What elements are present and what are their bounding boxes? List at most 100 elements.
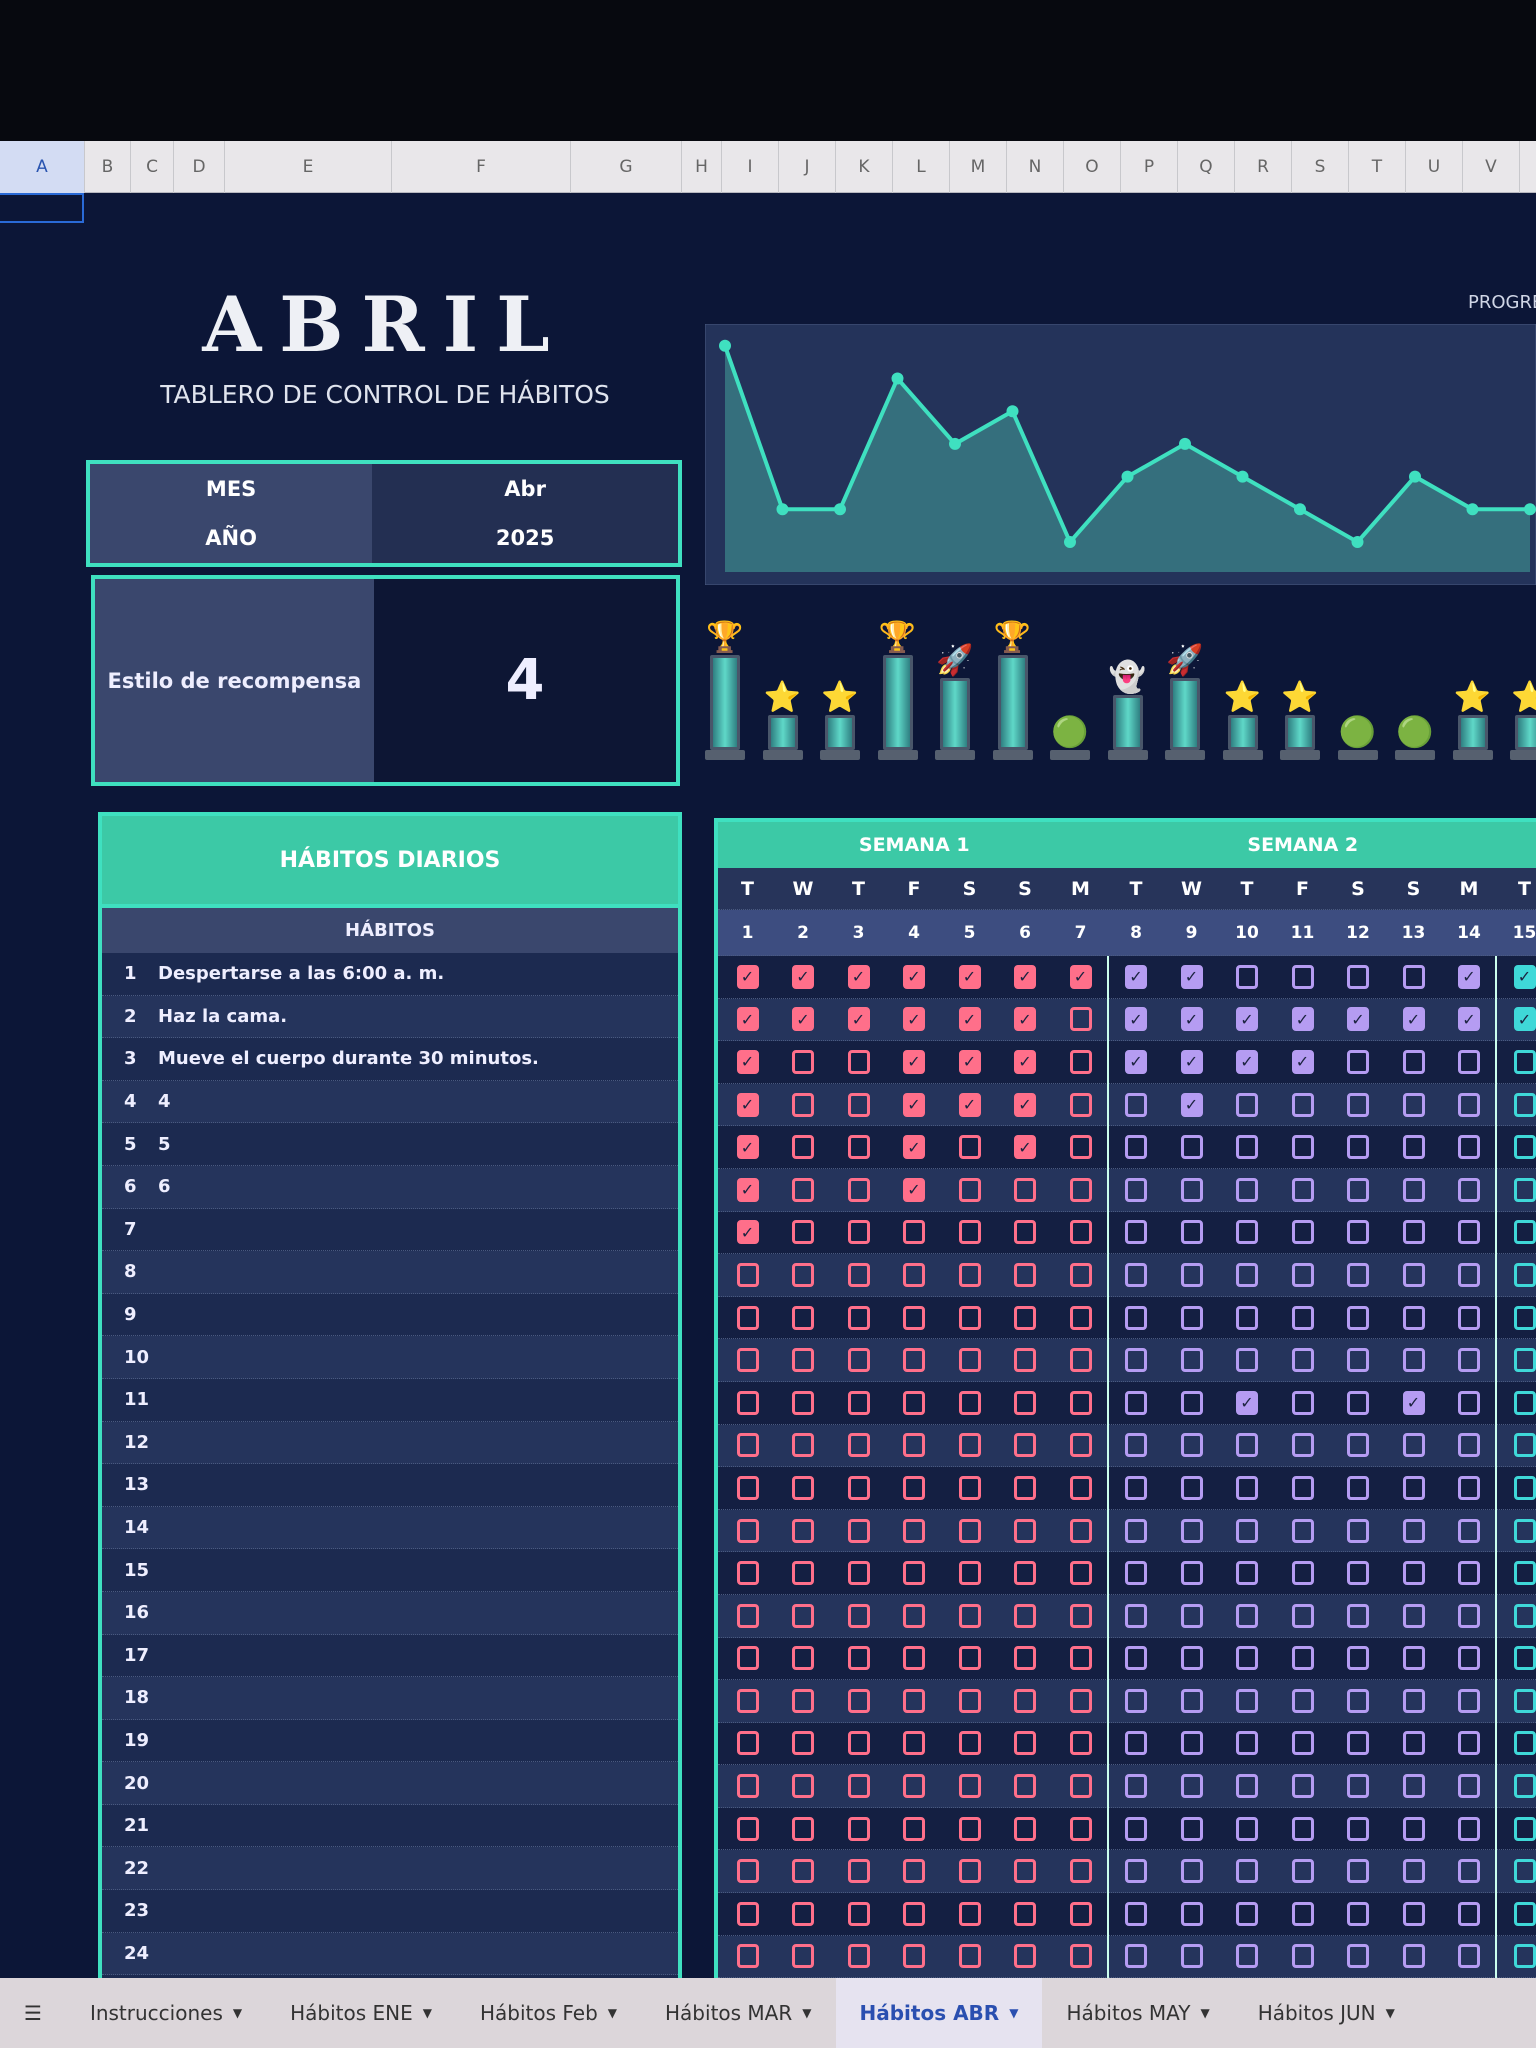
checkbox-unchecked[interactable] [1014, 1731, 1036, 1756]
checkbox-unchecked[interactable] [1014, 1348, 1036, 1373]
habit-row[interactable]: 8 [102, 1251, 678, 1294]
checkbox-unchecked[interactable] [1513, 1944, 1536, 1969]
checkbox-unchecked[interactable] [958, 1859, 981, 1884]
column-header-l[interactable]: L [893, 141, 950, 193]
column-header-o[interactable]: O [1064, 141, 1121, 193]
column-header-g[interactable]: G [571, 141, 682, 193]
checkbox-unchecked[interactable] [1291, 1731, 1314, 1756]
checkbox-unchecked[interactable] [1347, 1433, 1369, 1458]
habit-name[interactable]: 6 [158, 1176, 171, 1198]
column-header-h[interactable]: H [682, 141, 722, 193]
checkbox-unchecked[interactable] [1125, 1859, 1147, 1884]
checkbox-checked[interactable]: ✓ [736, 1007, 759, 1032]
checkbox-unchecked[interactable] [1125, 1390, 1147, 1415]
checkbox-unchecked[interactable] [1180, 1901, 1203, 1926]
checkbox-unchecked[interactable] [1180, 1561, 1203, 1586]
checkbox-unchecked[interactable] [1513, 1092, 1536, 1117]
checkbox-unchecked[interactable] [1125, 1262, 1147, 1287]
checkbox-unchecked[interactable] [958, 1561, 981, 1586]
checkbox-unchecked[interactable] [1458, 1305, 1480, 1330]
checkbox-checked[interactable]: ✓ [1125, 1007, 1147, 1032]
checkbox-unchecked[interactable] [1069, 1305, 1092, 1330]
column-header-k[interactable]: K [836, 141, 893, 193]
checkbox-unchecked[interactable] [903, 1944, 925, 1969]
checkbox-checked[interactable]: ✓ [1513, 964, 1536, 989]
checkbox-unchecked[interactable] [1402, 964, 1425, 989]
checkbox-unchecked[interactable] [1458, 1774, 1480, 1799]
checkbox-unchecked[interactable] [1291, 1561, 1314, 1586]
checkbox-unchecked[interactable] [1458, 1731, 1480, 1756]
checkbox-unchecked[interactable] [958, 1518, 981, 1543]
checkbox-unchecked[interactable] [792, 1688, 814, 1713]
checkbox-unchecked[interactable] [1069, 1816, 1092, 1841]
checkbox-unchecked[interactable] [1014, 1901, 1036, 1926]
anio-value[interactable]: 2025 [372, 513, 678, 563]
checkbox-checked[interactable]: ✓ [736, 1049, 759, 1074]
checkbox-unchecked[interactable] [1402, 1177, 1425, 1202]
habit-row[interactable]: 15 [102, 1549, 678, 1592]
checkbox-unchecked[interactable] [1069, 1262, 1092, 1287]
checkbox-unchecked[interactable] [1236, 1603, 1258, 1628]
habit-row[interactable]: 2 Haz la cama. [102, 995, 678, 1039]
checkbox-unchecked[interactable] [1125, 1561, 1147, 1586]
checkbox-unchecked[interactable] [1347, 964, 1369, 989]
checkbox-unchecked[interactable] [1180, 1646, 1203, 1671]
checkbox-unchecked[interactable] [903, 1433, 925, 1458]
checkbox-unchecked[interactable] [958, 1177, 981, 1202]
checkbox-unchecked[interactable] [1402, 1092, 1425, 1117]
checkbox-unchecked[interactable] [1347, 1603, 1369, 1628]
checkbox-unchecked[interactable] [1069, 1348, 1092, 1373]
checkbox-unchecked[interactable] [1125, 1433, 1147, 1458]
checkbox-unchecked[interactable] [1513, 1731, 1536, 1756]
checkbox-unchecked[interactable] [1513, 1901, 1536, 1926]
checkbox-unchecked[interactable] [1069, 1731, 1092, 1756]
checkbox-checked[interactable]: ✓ [903, 1007, 925, 1032]
checkbox-unchecked[interactable] [1125, 1305, 1147, 1330]
checkbox-unchecked[interactable] [1125, 1135, 1147, 1160]
checkbox-unchecked[interactable] [903, 1688, 925, 1713]
checkbox-unchecked[interactable] [1236, 1816, 1258, 1841]
checkbox-unchecked[interactable] [1236, 1433, 1258, 1458]
checkbox-unchecked[interactable] [1402, 1262, 1425, 1287]
checkbox-unchecked[interactable] [847, 1262, 870, 1287]
checkbox-checked[interactable]: ✓ [1014, 1007, 1036, 1032]
checkbox-unchecked[interactable] [1291, 1348, 1314, 1373]
checkbox-unchecked[interactable] [958, 1305, 981, 1330]
checkbox-unchecked[interactable] [1236, 964, 1258, 989]
checkbox-unchecked[interactable] [792, 1220, 814, 1245]
checkbox-unchecked[interactable] [1180, 1220, 1203, 1245]
checkbox-unchecked[interactable] [1458, 1688, 1480, 1713]
checkbox-unchecked[interactable] [1236, 1305, 1258, 1330]
checkbox-unchecked[interactable] [1014, 1859, 1036, 1884]
checkbox-unchecked[interactable] [1069, 1135, 1092, 1160]
checkbox-checked[interactable]: ✓ [1014, 1135, 1036, 1160]
checkbox-unchecked[interactable] [1402, 1731, 1425, 1756]
checkbox-unchecked[interactable] [1236, 1262, 1258, 1287]
checkbox-unchecked[interactable] [736, 1561, 759, 1586]
checkbox-unchecked[interactable] [1291, 1135, 1314, 1160]
checkbox-unchecked[interactable] [792, 1475, 814, 1500]
selected-cell-a1[interactable] [0, 193, 84, 223]
checkbox-unchecked[interactable] [1180, 1816, 1203, 1841]
checkbox-unchecked[interactable] [1458, 1944, 1480, 1969]
habit-row[interactable]: 1 Despertarse a las 6:00 a. m. [102, 953, 678, 996]
checkbox-unchecked[interactable] [1402, 1816, 1425, 1841]
checkbox-unchecked[interactable] [903, 1390, 925, 1415]
checkbox-unchecked[interactable] [1458, 1220, 1480, 1245]
checkbox-unchecked[interactable] [1236, 1518, 1258, 1543]
checkbox-unchecked[interactable] [1347, 1305, 1369, 1330]
checkbox-unchecked[interactable] [1069, 1901, 1092, 1926]
checkbox-unchecked[interactable] [792, 1944, 814, 1969]
checkbox-unchecked[interactable] [847, 1092, 870, 1117]
checkbox-unchecked[interactable] [1014, 1646, 1036, 1671]
checkbox-unchecked[interactable] [1180, 1688, 1203, 1713]
checkbox-unchecked[interactable] [1347, 1688, 1369, 1713]
habit-row[interactable]: 24 [102, 1932, 678, 1976]
dropdown-arrow-icon[interactable]: ▼ [422, 2006, 432, 2020]
checkbox-unchecked[interactable] [792, 1348, 814, 1373]
checkbox-unchecked[interactable] [1402, 1475, 1425, 1500]
checkbox-unchecked[interactable] [847, 1859, 870, 1884]
checkbox-unchecked[interactable] [1513, 1305, 1536, 1330]
checkbox-unchecked[interactable] [736, 1944, 759, 1969]
